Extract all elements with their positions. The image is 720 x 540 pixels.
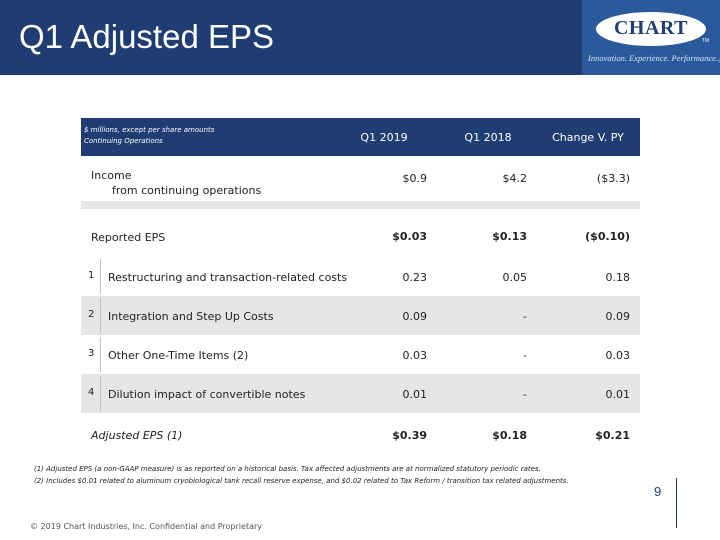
index-divider — [100, 298, 101, 333]
adjusted-eps-q1-2018: $0.18 — [492, 429, 527, 442]
income-q1-2018: $4.2 — [502, 172, 528, 185]
registered-mark: ® — [718, 59, 720, 65]
adjustment-label: Other One-Time Items (2) — [108, 349, 249, 362]
income-change: ($3.3) — [596, 172, 630, 185]
page-title: Q1 Adjusted EPS — [19, 18, 274, 55]
column-header-q1-2018: Q1 2018 — [464, 131, 512, 144]
income-sublabel: from continuing operations — [112, 184, 262, 197]
adjusted-eps-change: $0.21 — [595, 429, 630, 442]
tagline: Innovation. Experience. Performance.® — [588, 53, 720, 65]
row-index: 1 — [88, 270, 95, 281]
adjustment-q1-2018: 0.05 — [502, 271, 528, 284]
adjustment-label: Dilution impact of convertible notes — [108, 388, 306, 401]
scope-note: Continuing Operations — [84, 137, 163, 145]
adjustment-q1-2019: 0.03 — [402, 349, 428, 362]
adjustment-change: 0.01 — [605, 388, 631, 401]
reported-eps-q1-2019: $0.03 — [392, 230, 427, 243]
income-label: Income — [91, 169, 132, 182]
chart-logo — [596, 12, 706, 46]
row-index: 3 — [88, 348, 95, 359]
logo-text: CHART — [613, 17, 689, 39]
adjustment-label: Restructuring and transaction-related co… — [108, 271, 348, 284]
adjustment-q1-2019: 0.09 — [402, 310, 428, 323]
adjusted-eps-label: Adjusted EPS (1) — [91, 429, 183, 442]
logo-trademark: TM — [702, 38, 710, 44]
adjusted-eps-q1-2019: $0.39 — [392, 429, 427, 442]
index-divider — [100, 337, 101, 372]
row-separator — [81, 201, 640, 209]
reported-eps-change: ($0.10) — [585, 230, 630, 243]
adjustment-label: Integration and Step Up Costs — [108, 310, 274, 323]
reported-eps-label: Reported EPS — [91, 231, 166, 244]
row-index: 2 — [88, 309, 95, 320]
page-number: 9 — [654, 484, 662, 499]
income-q1-2019: $0.9 — [402, 172, 428, 185]
column-header-q1-2019: Q1 2019 — [360, 131, 408, 144]
adjustment-q1-2018: - — [523, 388, 527, 401]
adjustment-change: 0.09 — [605, 310, 631, 323]
table-row — [81, 374, 640, 413]
page-number-divider — [676, 478, 677, 528]
index-divider — [100, 259, 101, 294]
column-header-change: Change V. PY — [552, 131, 624, 144]
footnote-2: (2) Includes $0.01 related to aluminum c… — [34, 477, 569, 485]
reported-eps-q1-2018: $0.13 — [492, 230, 527, 243]
adjustment-change: 0.03 — [605, 349, 631, 362]
footnote-1: (1) Adjusted EPS (a non-GAAP measure) is… — [34, 465, 541, 473]
adjustment-q1-2019: 0.23 — [402, 271, 428, 284]
index-divider — [100, 376, 101, 411]
copyright-notice: © 2019 Chart Industries, Inc. Confidenti… — [30, 522, 263, 531]
units-note: $ millions, except per share amounts — [84, 126, 215, 134]
adjustment-change: 0.18 — [605, 271, 631, 284]
table-row — [81, 296, 640, 335]
adjustment-q1-2018: - — [523, 349, 527, 362]
row-index: 4 — [88, 387, 95, 398]
table-header — [81, 118, 640, 156]
adjustment-q1-2019: 0.01 — [402, 388, 428, 401]
adjustment-q1-2018: - — [523, 310, 527, 323]
